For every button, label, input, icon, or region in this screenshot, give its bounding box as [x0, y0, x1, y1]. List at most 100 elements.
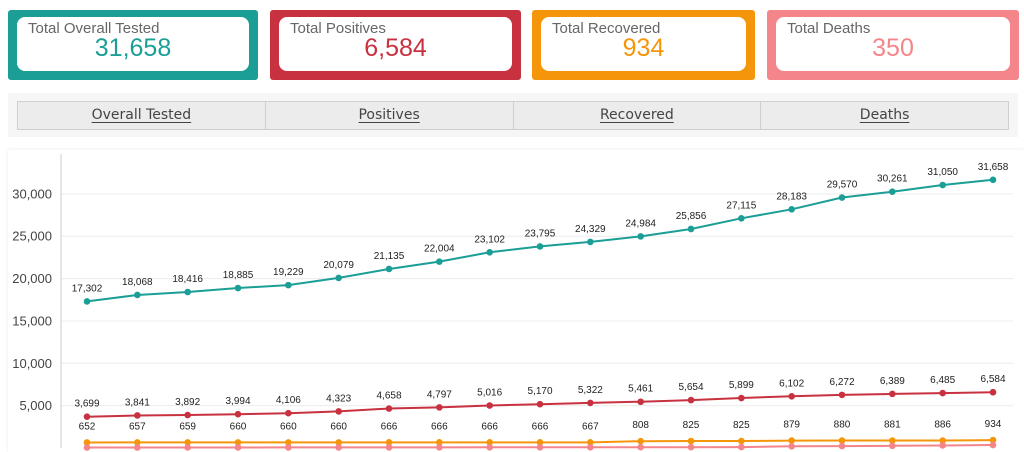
tab-positives[interactable]: Positives: [266, 102, 514, 129]
data-point-positives: [385, 405, 393, 412]
data-point-positives: [234, 410, 242, 418]
data-point-deaths: [234, 444, 242, 451]
total-tested-value: 31,658: [94, 34, 172, 62]
data-point-recovered: [939, 437, 946, 444]
data-label-positives: 6,102: [779, 378, 804, 389]
data-point-deaths: [285, 444, 292, 451]
data-label-recovered: 659: [179, 421, 196, 432]
data-label-positives: 4,323: [326, 393, 351, 404]
data-point-recovered: [637, 437, 644, 445]
data-point-tested: [134, 291, 141, 299]
data-point-positives: [989, 388, 997, 396]
data-label-positives: 3,841: [125, 397, 150, 408]
data-point-recovered: [184, 439, 191, 446]
data-point-deaths: [989, 441, 997, 449]
data-point-deaths: [134, 444, 141, 451]
data-label-recovered: 880: [834, 420, 851, 431]
data-label-tested: 19,229: [273, 267, 304, 278]
data-label-recovered: 660: [230, 421, 247, 432]
data-label-tested: 23,102: [474, 234, 505, 245]
data-label-recovered: 666: [481, 421, 498, 432]
data-point-recovered: [989, 436, 997, 444]
data-label-positives: 6,584: [980, 374, 1005, 385]
data-point-tested: [687, 225, 695, 233]
data-point-tested: [637, 233, 644, 240]
series-line-tested: [86, 178, 994, 303]
data-label-recovered: 881: [884, 420, 901, 431]
data-label-tested: 18,416: [172, 274, 203, 285]
data-label-tested: 24,329: [575, 224, 606, 235]
total-tested-label: Total Overall Tested: [28, 20, 160, 37]
total-recovered-label: Total Recovered: [552, 20, 661, 37]
total-deaths-value: 350: [872, 34, 914, 62]
summary-cards: Total Overall Tested 31,658 Total Positi…: [0, 0, 1024, 86]
data-point-tested: [939, 181, 946, 189]
data-point-recovered: [436, 439, 443, 446]
data-point-positives: [436, 404, 443, 411]
data-point-recovered: [788, 437, 795, 444]
data-point-recovered: [234, 439, 242, 446]
data-label-tested: 31,050: [927, 167, 958, 178]
data-point-tested: [234, 284, 242, 292]
y-tick-label: 15,000: [12, 313, 52, 328]
data-label-recovered: 886: [934, 419, 951, 430]
chart-tabs: Overall Tested Positives Recovered Death…: [17, 101, 1009, 130]
data-point-tested: [788, 205, 795, 213]
data-label-tested: 27,115: [726, 200, 756, 211]
data-label-recovered: 666: [431, 421, 448, 432]
tab-deaths[interactable]: Deaths: [859, 107, 910, 123]
y-tick-label: 10,000: [12, 356, 52, 371]
data-label-recovered: 657: [129, 421, 146, 432]
data-label-recovered: 934: [985, 419, 1002, 430]
data-point-deaths: [587, 443, 594, 451]
data-label-tested: 22,004: [424, 244, 455, 255]
data-point-positives: [687, 396, 695, 404]
y-tick-label: 25,000: [12, 229, 52, 244]
data-point-tested: [486, 249, 493, 256]
data-label-tested: 20,079: [323, 260, 354, 271]
data-label-tested: 17,302: [72, 283, 103, 294]
total-positives-label: Total Positives: [290, 20, 386, 37]
data-point-tested: [436, 258, 443, 265]
data-label-positives: 5,170: [527, 386, 552, 397]
data-point-deaths: [889, 442, 896, 450]
data-label-recovered: 808: [632, 420, 649, 431]
data-point-deaths: [436, 444, 443, 451]
data-point-positives: [587, 399, 594, 407]
total-tested-card: Total Overall Tested 31,658: [8, 10, 258, 80]
tab-recovered[interactable]: Recovered: [514, 102, 762, 129]
total-recovered-value: 934: [622, 34, 665, 62]
data-label-positives: 5,322: [578, 385, 603, 396]
data-point-recovered: [385, 439, 393, 446]
tab-overall-tested[interactable]: Overall Tested: [18, 102, 266, 129]
data-label-positives: 3,699: [74, 399, 99, 410]
data-point-positives: [939, 389, 946, 397]
data-point-recovered: [838, 437, 846, 444]
data-label-tested: 18,885: [223, 270, 254, 281]
data-point-recovered: [486, 439, 493, 446]
data-point-positives: [637, 398, 644, 406]
data-label-tested: 18,068: [122, 277, 153, 288]
data-label-recovered: 667: [582, 421, 599, 432]
data-point-deaths: [536, 443, 544, 451]
cases-line-chart: 5,000 10,000 15,000 20,000 25,000 30,000 17,30…: [8, 150, 1024, 452]
data-point-tested: [83, 298, 91, 305]
data-label-recovered: 666: [381, 421, 398, 432]
data-point-recovered: [536, 439, 544, 446]
data-label-positives: 5,899: [729, 380, 754, 391]
data-label-recovered: 666: [532, 421, 549, 432]
data-point-deaths: [687, 443, 695, 451]
data-point-recovered: [889, 437, 896, 444]
data-label-positives: 3,994: [225, 396, 250, 407]
data-label-recovered: 825: [683, 420, 700, 431]
data-label-positives: 5,654: [678, 382, 703, 393]
y-tick-label: 30,000: [12, 186, 52, 201]
data-label-tested: 21,135: [374, 251, 405, 262]
data-point-tested: [989, 176, 997, 184]
data-label-positives: 5,461: [628, 384, 653, 395]
data-point-deaths: [486, 444, 493, 451]
data-point-tested: [335, 274, 342, 282]
data-label-recovered: 879: [783, 420, 800, 431]
data-label-recovered: 825: [733, 420, 750, 431]
data-label-positives: 4,797: [427, 389, 452, 400]
